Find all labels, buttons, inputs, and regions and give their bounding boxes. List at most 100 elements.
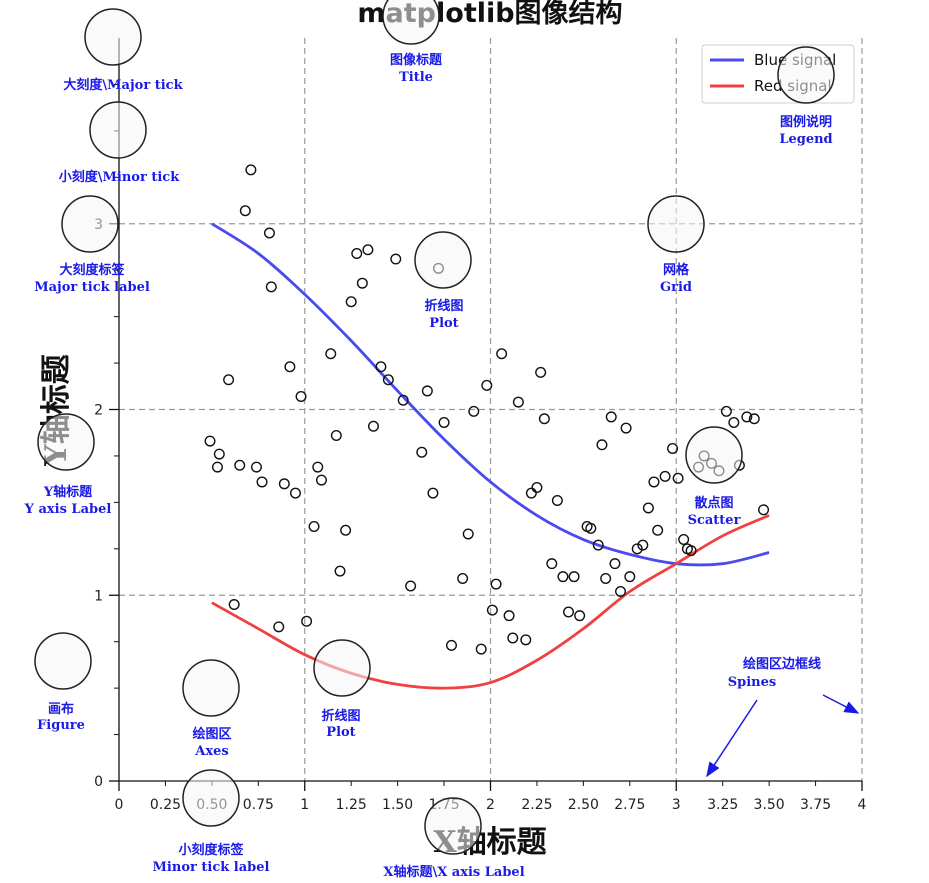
annotation-legend-cn: 图例说明 bbox=[780, 114, 832, 130]
spine-arrow-right bbox=[822, 694, 860, 714]
scatter-point bbox=[397, 394, 409, 406]
scatter-point bbox=[462, 528, 474, 540]
scatter-point bbox=[620, 422, 632, 434]
scatter-point bbox=[551, 495, 563, 507]
x-minor-tick-label: 2.75 bbox=[614, 797, 645, 813]
scatter-point bbox=[667, 443, 679, 455]
x-major-tick-label: 1 bbox=[300, 797, 309, 813]
annotation-axes-en: Axes bbox=[194, 744, 228, 759]
scatter-point bbox=[256, 476, 268, 488]
scatter-point bbox=[228, 599, 240, 611]
scatter-point bbox=[334, 565, 346, 577]
scatter-point bbox=[213, 448, 225, 460]
scatter-point bbox=[741, 411, 753, 423]
scatter-point bbox=[475, 643, 487, 655]
annotation-y-label-cn: Y轴标题 bbox=[43, 484, 93, 500]
annotation-plot-lower-en: Plot bbox=[326, 725, 355, 740]
x-minor-tick-label: 3.75 bbox=[800, 797, 831, 813]
scatter-point bbox=[574, 610, 586, 622]
annotation-y-label-en: Y axis Label bbox=[24, 502, 112, 517]
scatter-point bbox=[490, 578, 502, 590]
annotation-major-tick: 大刻度\Major tick bbox=[63, 77, 183, 93]
scatter-point bbox=[652, 524, 664, 536]
scatter-point bbox=[531, 482, 543, 494]
spine-arrows bbox=[706, 694, 860, 778]
annotation-legend-en: Legend bbox=[779, 132, 832, 147]
annotation-plot-upper-en: Plot bbox=[429, 316, 458, 331]
scatter-point bbox=[481, 379, 493, 391]
scatter-point bbox=[325, 348, 337, 360]
scatter-point bbox=[648, 476, 660, 488]
scatter-point bbox=[563, 606, 575, 618]
scatter-point bbox=[585, 522, 597, 534]
scatter-point bbox=[748, 413, 760, 425]
scatter-point bbox=[631, 543, 643, 555]
scatter-point bbox=[315, 474, 327, 486]
scatter-point bbox=[223, 374, 235, 386]
scatter-point bbox=[204, 435, 216, 447]
scatter-point bbox=[416, 446, 428, 458]
annotations: 大刻度\Major tick 小刻度\Minor tick 大刻度标签 Majo… bbox=[24, 52, 833, 880]
annotation-scatter-en: Scatter bbox=[688, 513, 741, 528]
scatter-point bbox=[330, 430, 342, 442]
scatter-point bbox=[265, 281, 277, 293]
callout-circle-legend bbox=[777, 46, 835, 104]
scatter-point bbox=[278, 478, 290, 490]
scatter-point bbox=[345, 296, 357, 308]
annotation-major-tick-label-cn: 大刻度标签 bbox=[59, 262, 125, 278]
scatter-point bbox=[382, 374, 394, 386]
scatter-point bbox=[609, 558, 621, 570]
callout-circles bbox=[34, 0, 835, 855]
x-major-tick-label: 2 bbox=[486, 797, 495, 813]
scatter-point bbox=[568, 571, 580, 583]
callout-circle-plot-upper bbox=[414, 231, 472, 289]
scatter-point bbox=[362, 244, 374, 256]
annotation-title-en: Title bbox=[399, 70, 433, 85]
scatter-point bbox=[438, 417, 450, 429]
scatter-point bbox=[596, 439, 608, 451]
annotation-axes-cn: 绘图区 bbox=[192, 726, 231, 742]
x-minor-tick-label: 0.75 bbox=[243, 797, 274, 813]
scatter-point bbox=[289, 487, 301, 499]
scatter-point bbox=[535, 366, 547, 378]
scatter-point bbox=[405, 580, 417, 592]
scatter-point bbox=[284, 361, 296, 373]
grid bbox=[119, 38, 863, 781]
y-major-tick-label: 2 bbox=[94, 403, 103, 419]
scatter-point bbox=[520, 634, 532, 646]
scatter-point bbox=[239, 205, 251, 217]
scatter-point bbox=[390, 253, 402, 265]
scatter-point bbox=[234, 459, 246, 471]
callout-circle-major-tick bbox=[84, 8, 142, 66]
callout-circle-minor-tick-label bbox=[182, 769, 240, 827]
scatter-point bbox=[211, 461, 223, 473]
scatter-point bbox=[678, 534, 690, 546]
scatter-point bbox=[728, 417, 740, 429]
scatter-point bbox=[659, 470, 671, 482]
annotation-grid-en: Grid bbox=[660, 280, 692, 295]
scatter-point bbox=[496, 348, 508, 360]
annotation-spines-en: Spines bbox=[728, 675, 776, 690]
callout-circle-axes bbox=[182, 659, 240, 717]
callout-circle-minor-tick bbox=[89, 101, 147, 159]
series-line-1 bbox=[211, 514, 770, 690]
scatter-point bbox=[525, 487, 537, 499]
scatter-point bbox=[367, 420, 379, 432]
scatter-point bbox=[507, 632, 519, 644]
scatter-point bbox=[351, 247, 363, 259]
scatter-point bbox=[427, 487, 439, 499]
scatter-point bbox=[295, 390, 307, 402]
scatter-point bbox=[308, 521, 320, 533]
callout-circle-y-label bbox=[37, 413, 95, 471]
scatter-point bbox=[457, 573, 469, 585]
callout-circle-major-tick-label bbox=[61, 195, 119, 253]
scatter-point bbox=[546, 558, 558, 570]
scatter-point bbox=[615, 586, 627, 598]
callout-circle-plot-lower bbox=[313, 639, 371, 697]
scatter-point bbox=[356, 277, 368, 289]
annotation-x-label: X轴标题\X axis Label bbox=[383, 864, 524, 880]
x-minor-tick-label: 1.50 bbox=[382, 797, 413, 813]
scatter-point bbox=[273, 621, 285, 633]
